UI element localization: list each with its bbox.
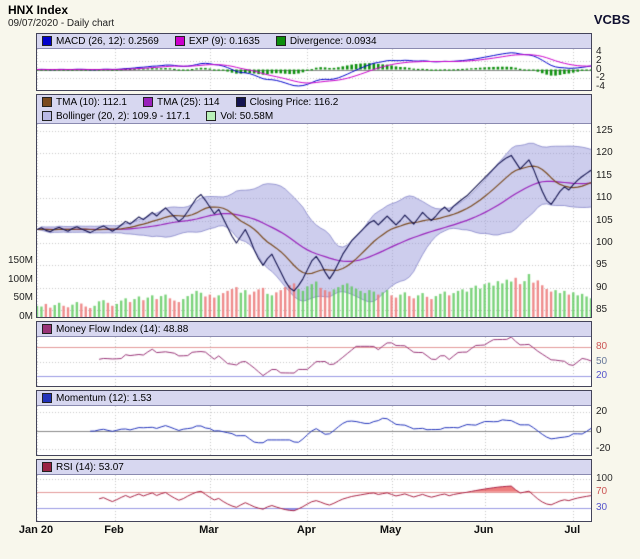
tma10-swatch — [42, 97, 52, 107]
volume-swatch — [206, 111, 217, 121]
axis-tick-label: 70 — [596, 486, 608, 497]
axis-tick-label: 50 — [596, 356, 608, 367]
axis-tick-label: 100 — [596, 473, 613, 484]
price-legend-row1: TMA (10): 112.1 TMA (25): 114 Closing Pr… — [37, 95, 591, 109]
rsi-plot-canvas — [37, 475, 591, 521]
legend-item-mfi: Money Flow Index (14): 48.88 — [42, 324, 188, 335]
axis-tick-label: 110 — [596, 192, 612, 203]
legend-item-macd: MACD (26, 12): 0.2569 — [42, 36, 159, 47]
axis-tick-label: 30 — [596, 502, 608, 513]
axis-tick-label: 100M — [7, 274, 33, 285]
closing-price-legend-label: Closing Price: 116.2 — [249, 96, 339, 108]
rsi-legend: RSI (14): 53.07 — [37, 460, 591, 475]
momentum-legend-label: Momentum (12): 1.53 — [56, 392, 152, 404]
divergence-legend-label: Divergence: 0.0934 — [289, 35, 377, 47]
price-plot-canvas — [37, 124, 591, 317]
divergence-swatch — [275, 36, 286, 46]
macd-legend-label: MACD (26, 12): 0.2569 — [56, 35, 159, 47]
axis-tick-label: 95 — [596, 259, 608, 270]
axis-tick-label: 0M — [19, 311, 33, 322]
mfi-plot-canvas — [37, 337, 591, 386]
price-panel: TMA (10): 112.1 TMA (25): 114 Closing Pr… — [36, 94, 592, 318]
mfi-panel: Money Flow Index (14): 48.88 — [36, 321, 592, 387]
macd-legend: MACD (26, 12): 0.2569 EXP (9): 0.1635 Di… — [37, 34, 591, 49]
axis-tick-label: 50M — [13, 292, 33, 303]
legend-item-volume: Vol: 50.58M — [206, 111, 273, 122]
axis-tick-label: 90 — [596, 282, 608, 293]
page-subtitle: 09/07/2020 - Daily chart — [8, 18, 115, 29]
axis-tick-label: 105 — [596, 215, 613, 226]
axis-tick-label: 120 — [596, 147, 613, 158]
closing-price-swatch — [235, 97, 246, 107]
rsi-legend-label: RSI (14): 53.07 — [56, 461, 124, 473]
rsi-panel: RSI (14): 53.07 — [36, 459, 592, 522]
axis-tick-label: -4 — [596, 81, 605, 92]
axis-tick-label: 2 — [596, 55, 602, 66]
bollinger-swatch — [42, 111, 52, 121]
axis-tick-label: 80 — [596, 341, 608, 352]
macd-panel: MACD (26, 12): 0.2569 EXP (9): 0.1635 Di… — [36, 33, 592, 91]
axis-tick-label: 85 — [596, 304, 608, 315]
legend-item-rsi: RSI (14): 53.07 — [42, 462, 124, 473]
legend-item-exp: EXP (9): 0.1635 — [174, 35, 260, 47]
page-title: HNX Index — [8, 3, 69, 17]
x-axis-label: Apr — [296, 524, 316, 536]
axis-tick-label: 115 — [596, 170, 612, 181]
macd-plot-canvas — [37, 49, 591, 90]
axis-tick-label: 0 — [596, 64, 602, 75]
x-axis-label: Jul — [564, 524, 581, 536]
axis-tick-label: 20 — [596, 406, 608, 417]
axis-tick-label: 20 — [596, 370, 608, 381]
axis-tick-label: 0 — [596, 425, 602, 436]
exp-legend-label: EXP (9): 0.1635 — [188, 35, 260, 47]
axis-tick-label: 100 — [596, 237, 613, 248]
mfi-legend-label: Money Flow Index (14): 48.88 — [56, 323, 189, 335]
momentum-legend: Momentum (12): 1.53 — [37, 391, 591, 406]
x-axis-label: Mar — [199, 524, 219, 536]
axis-tick-label: -2 — [596, 72, 605, 83]
x-axis-label: Jan 20 — [18, 524, 54, 536]
x-axis-label: May — [379, 524, 402, 536]
legend-item-momentum: Momentum (12): 1.53 — [42, 393, 152, 404]
momentum-plot-canvas — [37, 406, 591, 455]
axis-tick-label: 125 — [596, 125, 613, 136]
rsi-swatch — [42, 462, 52, 472]
axis-tick-label: -20 — [596, 443, 611, 454]
exp-line-swatch — [174, 36, 185, 46]
momentum-swatch — [42, 393, 52, 403]
brand-logo: VCBS — [593, 12, 630, 27]
volume-legend-label: Vol: 50.58M — [220, 110, 274, 122]
legend-item-divergence: Divergence: 0.0934 — [275, 35, 377, 47]
x-axis-label: Feb — [104, 524, 124, 536]
bollinger-legend-label: Bollinger (20, 2): 109.9 - 117.1 — [56, 110, 191, 122]
legend-item-bollinger: Bollinger (20, 2): 109.9 - 117.1 — [42, 111, 190, 122]
axis-tick-label: 4 — [596, 46, 602, 57]
tma25-legend-label: TMA (25): 114 — [156, 96, 220, 108]
legend-item-closing-price: Closing Price: 116.2 — [235, 96, 339, 108]
legend-item-tma25: TMA (25): 114 — [142, 96, 220, 108]
tma25-swatch — [142, 97, 153, 107]
tma10-legend-label: TMA (10): 112.1 — [56, 96, 127, 108]
legend-item-tma10: TMA (10): 112.1 — [42, 97, 127, 108]
axis-tick-label: 150M — [7, 255, 33, 266]
price-legend-row2: Bollinger (20, 2): 109.9 - 117.1 Vol: 50… — [37, 109, 591, 124]
momentum-panel: Momentum (12): 1.53 — [36, 390, 592, 456]
macd-line-swatch — [42, 36, 52, 46]
mfi-swatch — [42, 324, 52, 334]
x-axis-label: Jun — [473, 524, 494, 536]
mfi-legend: Money Flow Index (14): 48.88 — [37, 322, 591, 337]
